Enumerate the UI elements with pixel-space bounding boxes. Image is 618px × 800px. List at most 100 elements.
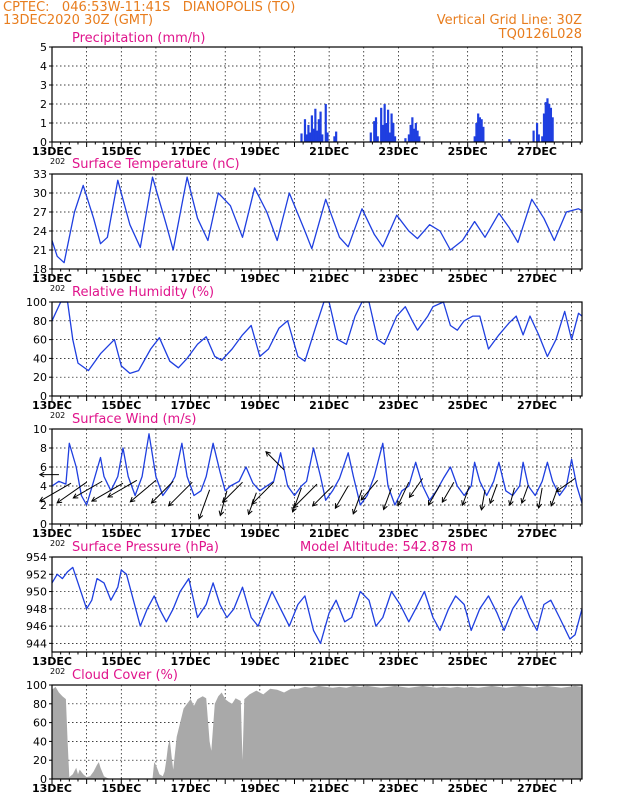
y-tick-label: 100 xyxy=(26,679,47,692)
y-tick-label: 2 xyxy=(40,499,47,512)
x-tick-label: 21DEC xyxy=(309,782,349,795)
precip-bar xyxy=(312,128,315,142)
x-tick-label: 27DEC xyxy=(517,145,557,158)
x-tick-label: 15DEC xyxy=(101,527,141,540)
x-tick-label: 13DEC xyxy=(32,655,72,668)
precip-bar xyxy=(373,121,376,142)
precip-bar xyxy=(376,136,379,142)
y-tick-label: 952 xyxy=(26,568,47,581)
wind-arrow-head xyxy=(555,486,562,493)
x-tick-label: 25DEC xyxy=(448,527,488,540)
wind-arrow xyxy=(151,480,174,504)
cloud-cover-area xyxy=(52,685,582,779)
x-tick-label: 15DEC xyxy=(101,399,141,412)
precip-bar xyxy=(324,104,327,142)
y-tick-label: 4 xyxy=(40,480,47,493)
wind-arrow-head xyxy=(352,508,358,515)
y-tick-label: 2 xyxy=(40,98,47,111)
wind-arrow-head xyxy=(38,471,45,478)
precip-bar xyxy=(414,123,417,142)
precip-bar xyxy=(404,138,407,142)
wind-arrow-head xyxy=(408,492,415,499)
wind-arrow xyxy=(352,489,363,515)
precip-bar xyxy=(546,98,549,142)
wind-arrow-head xyxy=(38,496,45,502)
x-tick-label: 13DEC xyxy=(32,527,72,540)
precip-bar xyxy=(532,130,535,142)
wind-arrow xyxy=(251,481,275,505)
year-label: 202 xyxy=(50,539,65,548)
wind-arrow-head xyxy=(291,506,297,513)
y-tick-label: 24 xyxy=(33,225,47,238)
wind-arrow xyxy=(428,484,441,506)
precip-bar xyxy=(333,136,336,142)
wind-arrow-head xyxy=(90,496,97,502)
wind-arrow xyxy=(91,482,124,502)
wind-arrow-head xyxy=(311,501,318,507)
y-tick-label: 80 xyxy=(33,315,47,328)
y-tick-label: 33 xyxy=(33,168,47,181)
y-tick-label: 946 xyxy=(26,620,47,633)
panel-title: Cloud Cover (%) xyxy=(72,668,178,683)
x-tick-label: 25DEC xyxy=(448,782,488,795)
x-tick-label: 15DEC xyxy=(101,272,141,285)
precip-bar xyxy=(388,132,391,142)
y-tick-label: 20 xyxy=(33,371,47,384)
wind-arrow xyxy=(409,478,424,498)
precip-bar xyxy=(416,130,419,142)
wind-arrow xyxy=(509,487,515,506)
wind-arrow-head xyxy=(397,500,403,507)
precip-bar xyxy=(393,136,397,142)
wind-arrow-head xyxy=(508,500,514,507)
wind-arrow xyxy=(334,485,349,509)
precip-bar xyxy=(319,111,322,142)
wind-arrow-head xyxy=(549,500,556,507)
wind-arrow xyxy=(397,481,410,506)
header-station: CPTEC: 046:53W-11:41S DIANOPOLIS (TO) xyxy=(3,0,296,15)
y-tick-label: 80 xyxy=(33,698,47,711)
precip-bar xyxy=(387,109,390,142)
wind-arrow-head xyxy=(427,499,434,506)
wind-arrow xyxy=(312,485,333,507)
x-tick-label: 15DEC xyxy=(101,655,141,668)
precip-bar xyxy=(537,134,540,142)
precip-bar xyxy=(307,124,310,142)
x-tick-label: 27DEC xyxy=(517,272,557,285)
year-label: 202 xyxy=(50,157,65,166)
wind-arrow-head xyxy=(479,504,485,511)
precip-bar xyxy=(314,108,317,142)
x-tick-label: 13DEC xyxy=(32,145,72,158)
precip-bar xyxy=(411,117,414,142)
header-model-code: TQ0126L028 xyxy=(498,27,582,42)
precip-bar xyxy=(541,136,544,142)
x-tick-label: 13DEC xyxy=(32,272,72,285)
wind-arrow xyxy=(39,482,72,502)
x-tick-label: 25DEC xyxy=(448,399,488,412)
x-tick-label: 27DEC xyxy=(517,655,557,668)
wind-arrow xyxy=(441,481,455,503)
x-tick-label: 25DEC xyxy=(448,272,488,285)
x-tick-label: 21DEC xyxy=(309,655,349,668)
y-tick-label: 8 xyxy=(40,442,47,455)
header-datetime: 13DEC2020 30Z (GMT) xyxy=(3,13,154,28)
wind-arrow xyxy=(130,479,157,503)
precip-bar xyxy=(374,117,378,142)
x-tick-label: 19DEC xyxy=(240,399,280,412)
wind-arrow xyxy=(555,477,576,493)
wind-arrow-head xyxy=(488,498,495,505)
wind-arrow xyxy=(480,489,486,510)
x-tick-label: 25DEC xyxy=(448,655,488,668)
y-tick-label: 60 xyxy=(33,334,47,347)
precip-bar xyxy=(480,119,483,142)
precip-bar xyxy=(409,124,412,142)
x-tick-label: 13DEC xyxy=(32,782,72,795)
y-tick-label: 21 xyxy=(33,244,47,257)
y-tick-label: 40 xyxy=(33,735,47,748)
wind-arrow xyxy=(538,487,543,509)
wind-arrow-head xyxy=(382,504,388,511)
wind-arrow xyxy=(265,451,285,471)
series-line xyxy=(51,301,583,375)
precip-bar xyxy=(544,102,547,142)
precip-bar xyxy=(300,133,303,142)
x-tick-label: 23DEC xyxy=(378,272,418,285)
